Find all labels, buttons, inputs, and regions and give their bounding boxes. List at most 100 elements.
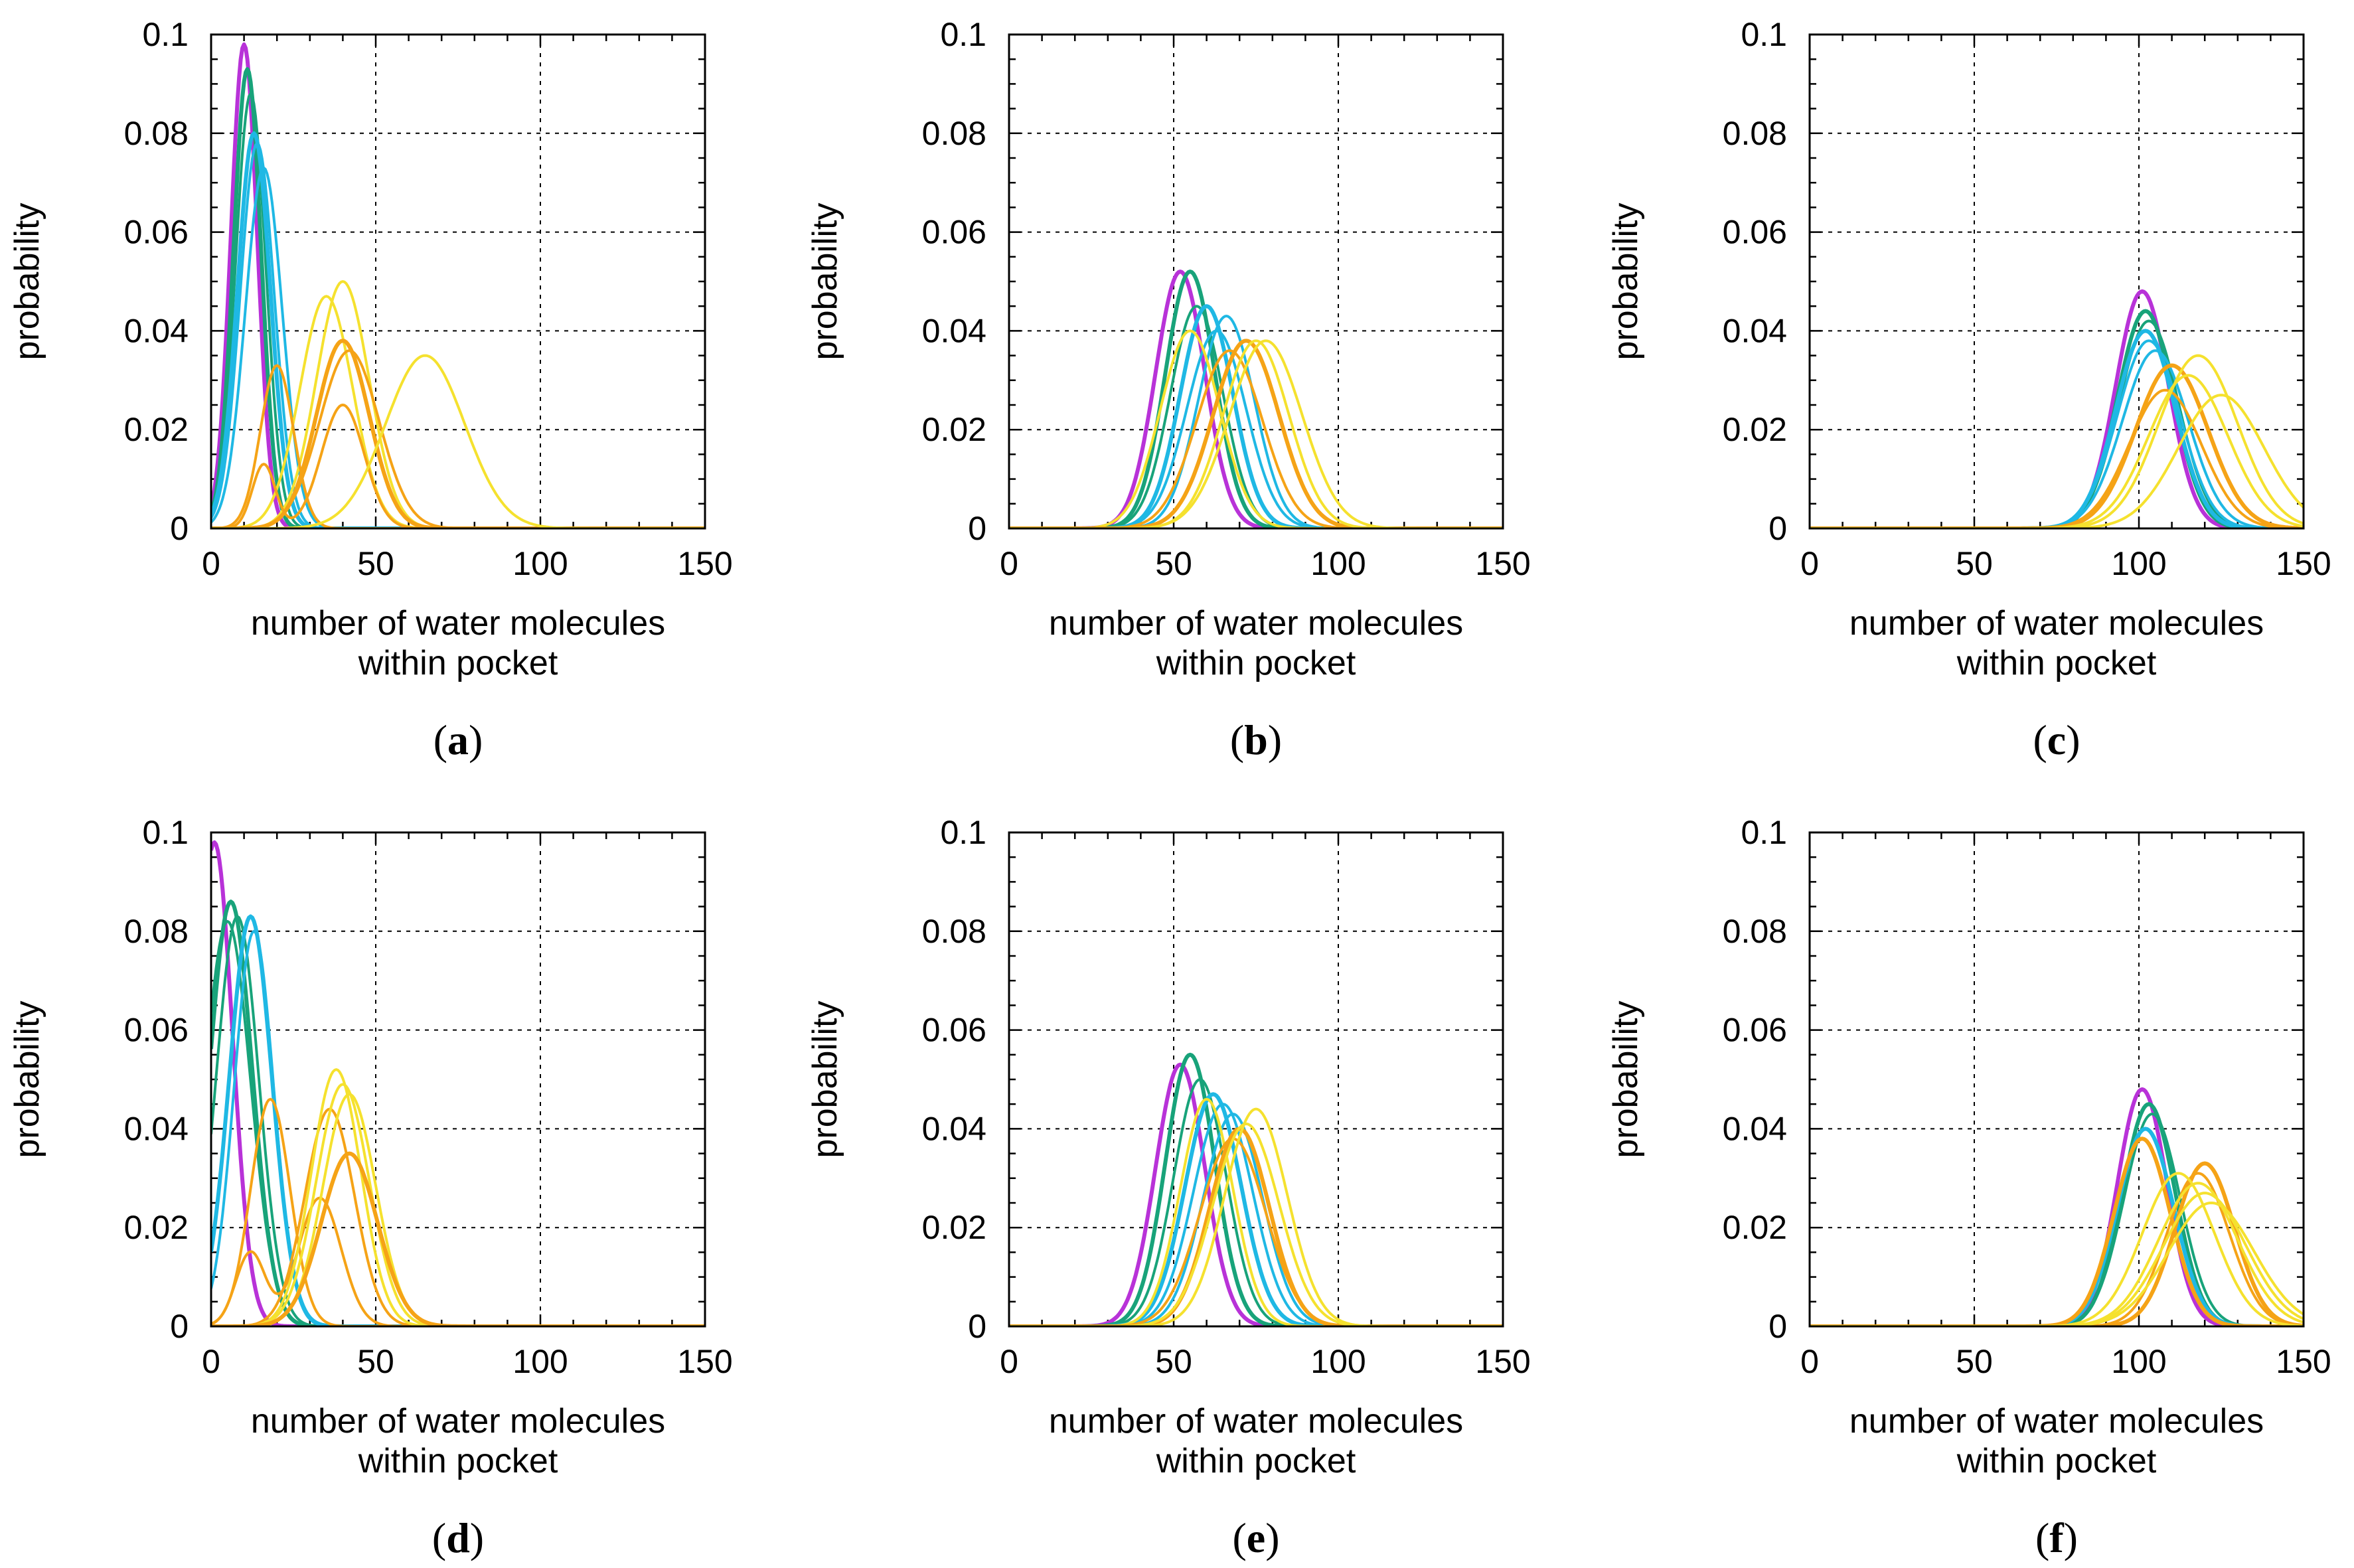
series-line-9 <box>1009 349 1503 528</box>
y-tick-label: 0 <box>1768 510 1787 547</box>
y-axis-label: probability <box>806 202 844 360</box>
y-axis-label: probability <box>8 1000 46 1158</box>
y-tick-label: 0.08 <box>1723 115 1787 152</box>
x-axis-label-line2: within pocket <box>358 1442 558 1480</box>
series-line-7 <box>1009 1097 1503 1326</box>
series-line-9 <box>211 1107 705 1326</box>
series-line-8 <box>1009 1127 1503 1326</box>
series-line-3 <box>211 92 705 528</box>
series-line-11 <box>211 404 705 528</box>
y-tick-label: 0.06 <box>124 1012 189 1049</box>
y-tick-label: 0.04 <box>1723 1110 1787 1147</box>
series-line-4 <box>211 919 705 1326</box>
x-axis-label-line2: within pocket <box>1956 1442 2157 1480</box>
y-tick-label: 0 <box>1768 1308 1787 1345</box>
series-line-11 <box>1009 339 1503 528</box>
y-tick-label: 0.08 <box>922 913 986 950</box>
y-tick-label: 0.06 <box>922 214 986 251</box>
x-axis-label: number of water molecules <box>1049 1402 1463 1441</box>
y-tick-label: 0.08 <box>124 115 189 152</box>
panel-caption: (c) <box>2033 716 2080 763</box>
y-tick-label: 0.02 <box>124 411 189 448</box>
plot-frame <box>210 831 706 1328</box>
x-axis-label: number of water molecules <box>1049 604 1463 643</box>
y-axis-label: probability <box>1607 1000 1645 1158</box>
y-tick-label: 0.06 <box>922 1012 986 1049</box>
y-tick-label: 0.1 <box>1741 814 1787 851</box>
y-tick-label: 0.02 <box>1723 1209 1787 1246</box>
y-tick-label: 0.08 <box>922 115 986 152</box>
panel-caption-letter: e <box>1247 1514 1265 1561</box>
series-line-10 <box>1009 339 1503 528</box>
y-tick-label: 0 <box>170 1308 189 1345</box>
x-tick-label: 50 <box>357 545 394 582</box>
y-tick-label: 0.02 <box>922 411 986 448</box>
x-tick-label: 0 <box>1800 1343 1819 1380</box>
panel-caption-letter: c <box>2047 716 2066 763</box>
series-line-10 <box>211 364 705 528</box>
panel-caption-letter: d <box>446 1514 470 1561</box>
series-line-4 <box>211 131 705 528</box>
y-axis-label: probability <box>8 202 46 360</box>
y-tick-label: 0 <box>968 510 986 547</box>
y-tick-label: 0.04 <box>124 312 189 349</box>
y-axis-label: probability <box>1607 202 1645 360</box>
chart-panel-f: 0 50 100 150 0 0.02 0.04 0.06 0.08 0.1 number of w… <box>1607 814 2331 1561</box>
y-tick-label: 0 <box>968 1308 986 1345</box>
x-tick-label: 50 <box>1155 545 1192 582</box>
y-tick-label: 0.1 <box>1741 16 1787 53</box>
panel-caption-letter: b <box>1244 716 1268 763</box>
x-tick-label: 100 <box>1310 1343 1366 1380</box>
x-tick-label: 50 <box>357 1343 394 1380</box>
y-tick-label: 0.1 <box>142 16 189 53</box>
y-tick-label: 0.1 <box>940 16 986 53</box>
series-line-6 <box>1009 329 1503 528</box>
y-tick-label: 0.04 <box>1723 312 1787 349</box>
series-line-5 <box>1009 315 1503 528</box>
x-tick-label: 0 <box>202 545 220 582</box>
chart-panel-e: 0 50 100 150 0 0.02 0.04 0.06 0.08 0.1 number of w… <box>806 814 1531 1561</box>
y-tick-label: 0.08 <box>1723 913 1787 950</box>
y-axis-label: probability <box>806 1000 844 1158</box>
series-line-10 <box>211 1068 705 1326</box>
x-tick-label: 150 <box>2276 545 2331 582</box>
panel-caption-letter: a <box>447 716 469 763</box>
x-tick-label: 100 <box>1310 545 1366 582</box>
y-tick-label: 0.04 <box>922 1110 986 1147</box>
x-axis-label-line2: within pocket <box>1156 644 1356 682</box>
chart-panel-a: 0 50 100 150 0 0.02 0.04 0.06 0.08 0.1 number of w… <box>8 16 733 763</box>
x-tick-label: 50 <box>1956 545 1993 582</box>
x-tick-label: 150 <box>2276 1343 2331 1380</box>
x-axis-label: number of water molecules <box>251 604 665 643</box>
x-axis-label-line2: within pocket <box>358 644 558 682</box>
chart-panel-b: 0 50 100 150 0 0.02 0.04 0.06 0.08 0.1 number of w… <box>806 16 1531 763</box>
panel-caption: (d) <box>432 1514 484 1561</box>
x-axis-label: number of water molecules <box>1849 1402 2264 1441</box>
series-line-6 <box>1009 1113 1503 1326</box>
series-line-6 <box>1810 1161 2304 1326</box>
plot-frame <box>1008 33 1504 530</box>
y-tick-label: 0.02 <box>922 1209 986 1246</box>
series-line-11 <box>1009 1123 1503 1326</box>
series-line-9 <box>1009 1137 1503 1326</box>
series-line-11 <box>211 1083 705 1326</box>
x-tick-label: 50 <box>1956 1343 1993 1380</box>
series-line-7 <box>1810 1172 2304 1326</box>
y-tick-label: 0.02 <box>1723 411 1787 448</box>
y-tick-label: 0.04 <box>922 312 986 349</box>
panel-caption: (f) <box>2035 1514 2078 1561</box>
x-tick-label: 150 <box>1475 545 1530 582</box>
y-tick-label: 0.02 <box>124 1209 189 1246</box>
y-tick-label: 0.1 <box>142 814 189 851</box>
x-tick-label: 150 <box>677 545 732 582</box>
series-line-4 <box>1009 304 1503 528</box>
y-tick-label: 0.08 <box>124 913 189 950</box>
chart-panel-c: 0 50 100 150 0 0.02 0.04 0.06 0.08 0.1 number of w… <box>1607 16 2331 763</box>
plot-frame <box>1808 33 2305 530</box>
panel-caption-letter: f <box>2049 1514 2064 1561</box>
y-tick-label: 0.06 <box>1723 1012 1787 1049</box>
x-tick-label: 100 <box>512 545 568 582</box>
x-tick-label: 150 <box>677 1343 732 1380</box>
plot-frame <box>1808 831 2305 1328</box>
